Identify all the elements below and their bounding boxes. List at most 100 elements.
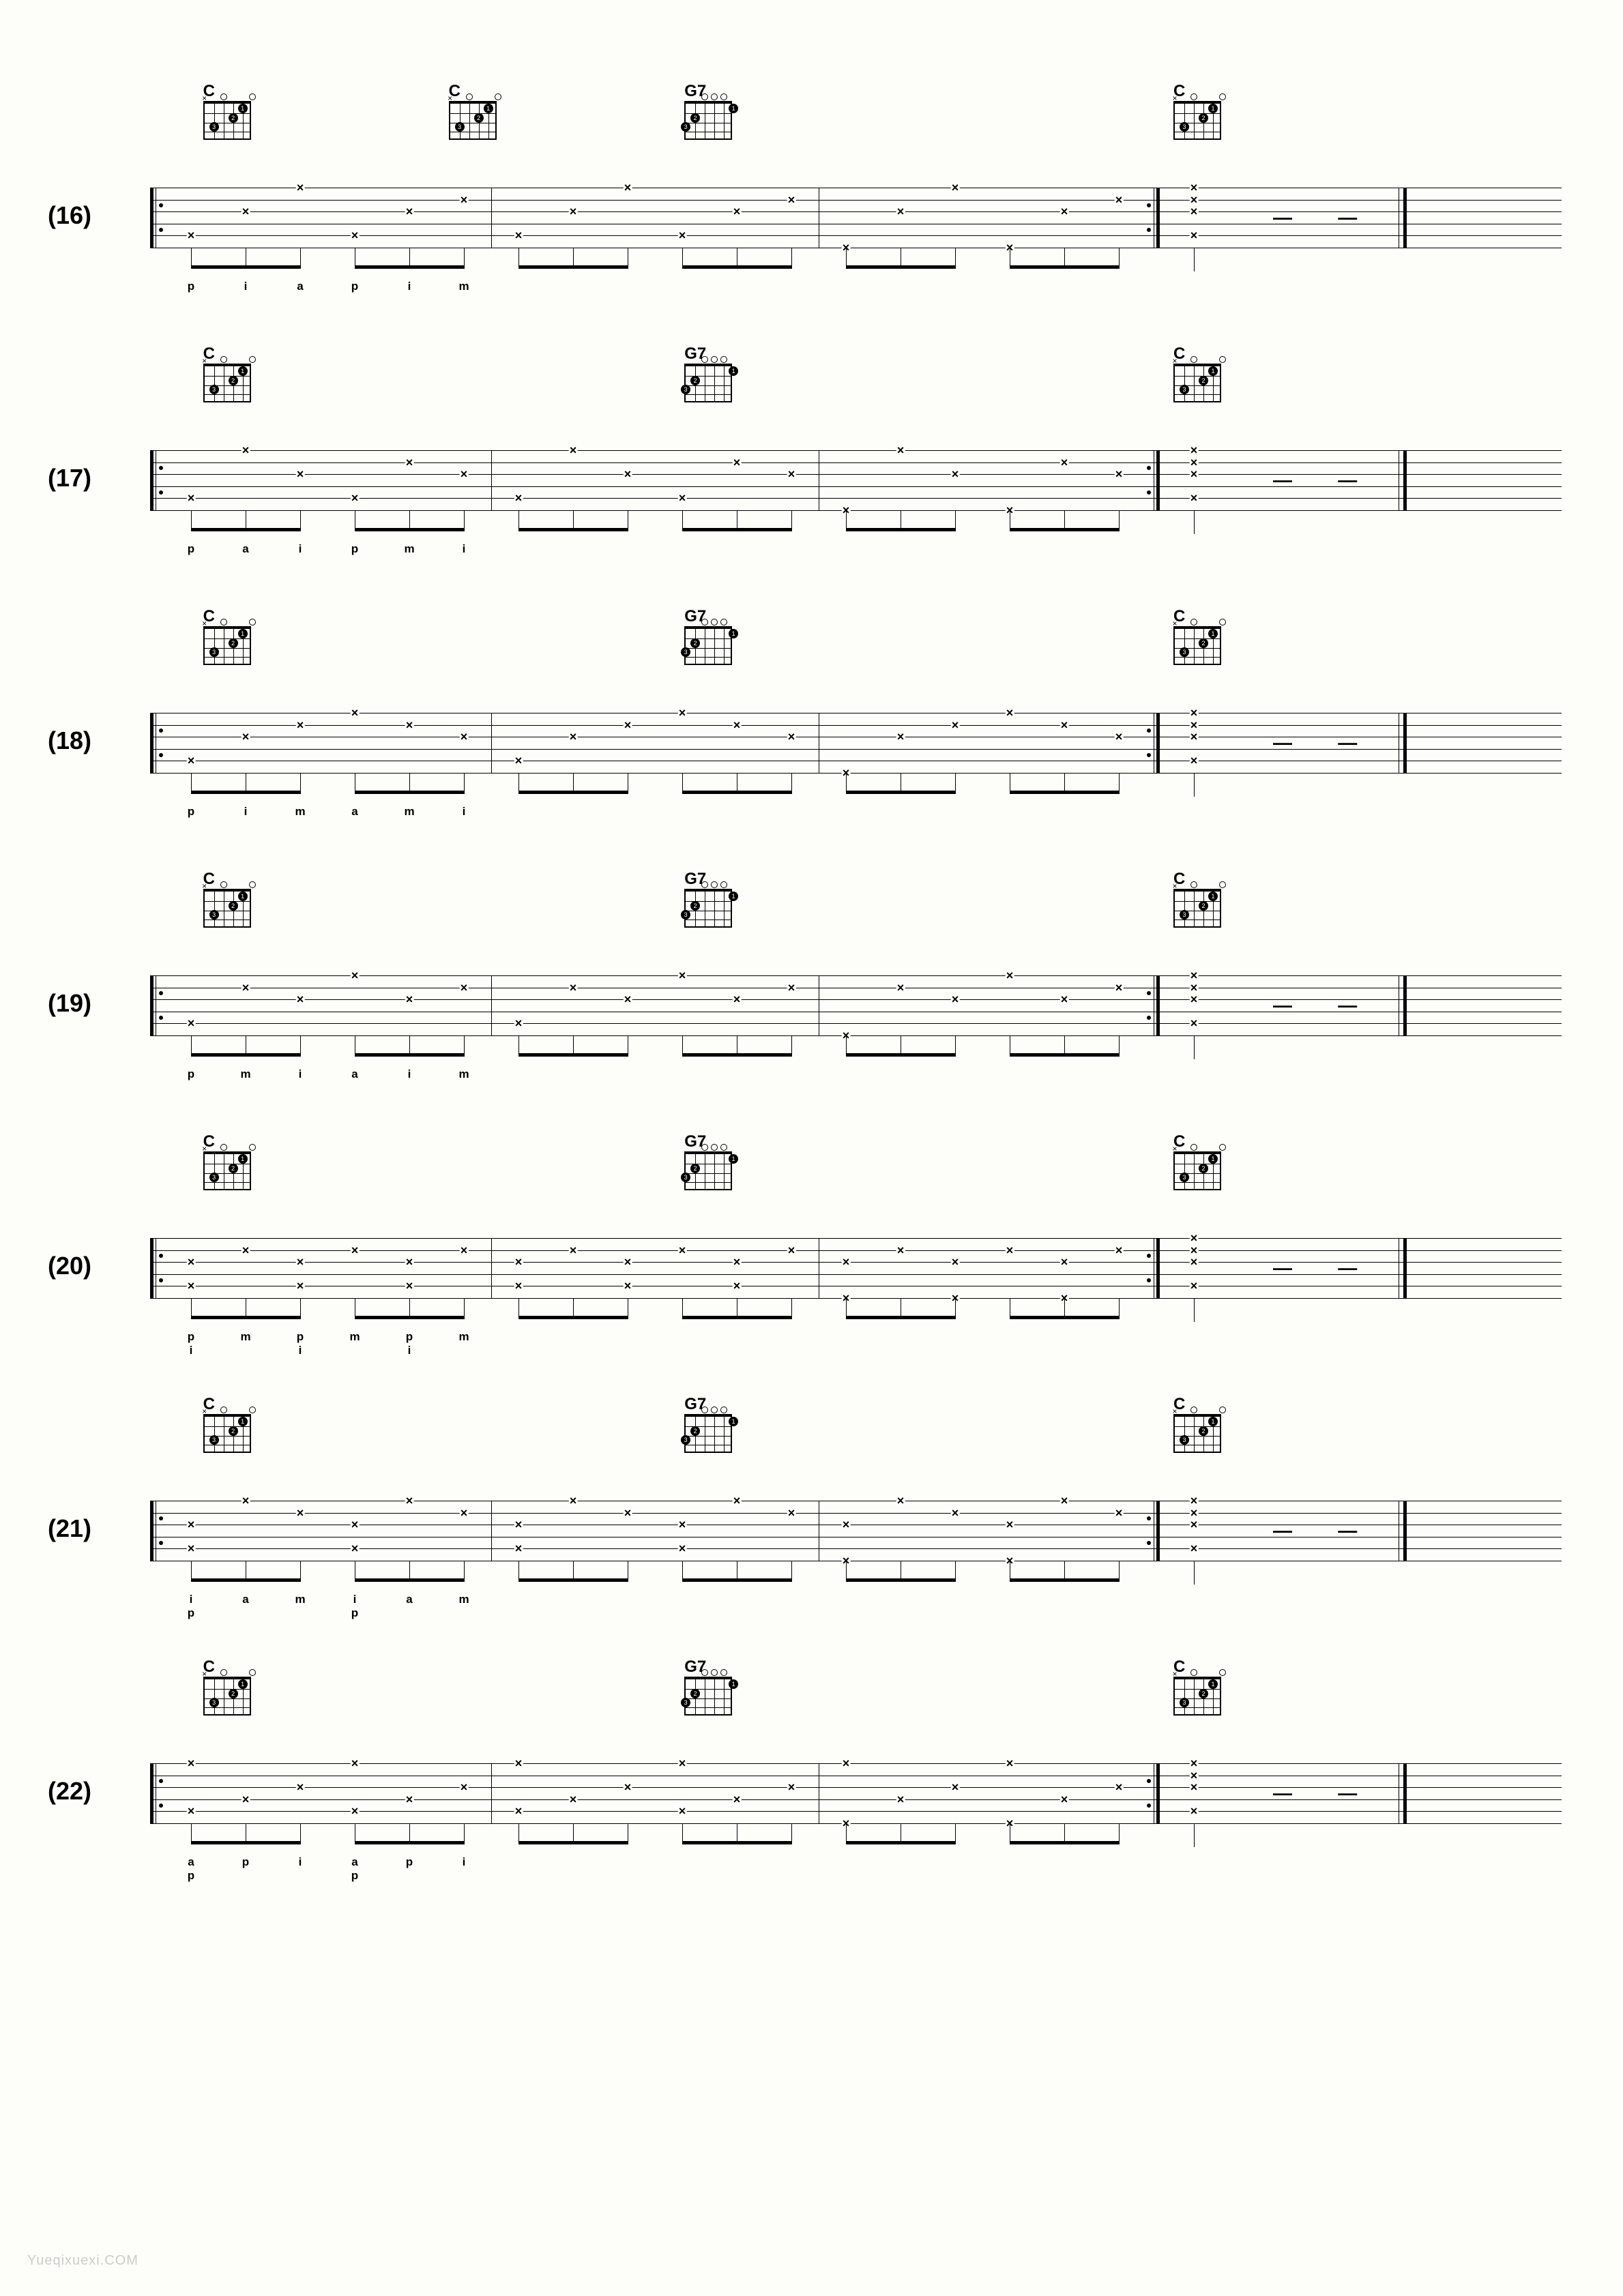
tab-note: × <box>242 1246 250 1254</box>
chord-diagram-c: C×321 <box>203 607 258 665</box>
tab-note: × <box>569 446 578 454</box>
tab-note: × <box>514 1807 523 1815</box>
chord-diagram-c: C×321 <box>203 1658 258 1716</box>
fingering-label: p <box>351 542 358 556</box>
tab-note: × <box>1006 1246 1014 1254</box>
fingering-label: a <box>351 805 357 819</box>
tab-note: × <box>514 756 523 765</box>
tab-note: × <box>296 721 305 729</box>
tab-note: × <box>1190 721 1199 729</box>
exercise-number: (19) <box>48 989 91 1018</box>
tab-note: × <box>1190 1497 1199 1505</box>
tab-note: × <box>896 446 905 454</box>
fingering-label: p <box>188 1068 194 1081</box>
fingering-label: i <box>408 1344 411 1357</box>
fingering-label: i <box>408 280 411 293</box>
tab-note: × <box>187 1759 196 1767</box>
tab-note: × <box>1190 709 1199 717</box>
tab-note: × <box>1190 1759 1199 1767</box>
tab-note: × <box>951 470 960 478</box>
tab-note: × <box>1190 1282 1199 1290</box>
tab-staff: ××××××××××××××××××××××——pmiaim <box>150 975 1562 1035</box>
fingering-label: i <box>463 1855 466 1869</box>
tab-note: × <box>1060 1795 1069 1804</box>
tab-note: × <box>351 709 360 717</box>
tab-note: × <box>1060 458 1069 467</box>
fingering-label: m <box>349 1330 360 1344</box>
tab-note: × <box>733 1282 742 1290</box>
tab-note: × <box>405 207 414 216</box>
tab-note: × <box>1115 196 1124 204</box>
tab-note: × <box>1115 1783 1124 1791</box>
final-barline-icon <box>1399 1238 1407 1298</box>
tab-note: × <box>1006 1520 1014 1529</box>
fingering-label: a <box>242 1593 248 1606</box>
exercise-row: (19)××××××××××××××××××××××——pmiaimC×321G… <box>68 911 1555 1074</box>
tab-staff: ××××××××××××××××××××××——paipmi <box>150 450 1562 510</box>
exercise-number: (18) <box>48 726 91 755</box>
fingering-label: a <box>351 1068 357 1081</box>
chord-diagram-g7: G7321 <box>684 344 739 402</box>
tab-note: × <box>460 984 469 992</box>
tab-note: × <box>242 733 250 741</box>
tab-note: × <box>787 1246 796 1254</box>
tab-note: × <box>1190 1520 1199 1529</box>
tab-note: × <box>514 1282 523 1290</box>
tab-note: × <box>951 1509 960 1517</box>
chord-diagram-c: C×321 <box>203 344 258 402</box>
repeat-end-icon <box>1146 450 1160 510</box>
tab-note: × <box>296 1509 305 1517</box>
tab-staff: ××××××××××××××××××××××——pimami <box>150 713 1562 773</box>
fingering-label: i <box>299 1068 302 1081</box>
tab-note: × <box>1190 1234 1199 1242</box>
tab-note: × <box>296 470 305 478</box>
tab-note: × <box>187 1520 196 1529</box>
tab-note: × <box>678 1544 687 1552</box>
tab-note: × <box>1190 1509 1199 1517</box>
tab-note: × <box>896 1246 905 1254</box>
fingering-label: m <box>295 1593 305 1606</box>
tab-note: × <box>678 1520 687 1529</box>
chord-diagram-c: C×321 <box>1173 344 1228 402</box>
tab-note: × <box>296 1282 305 1290</box>
tab-note: × <box>514 1258 523 1266</box>
chord-grid: ×321 <box>203 628 251 665</box>
tab-note: × <box>624 1509 632 1517</box>
tab-note: × <box>842 1759 851 1767</box>
fingering-label: m <box>240 1330 250 1344</box>
tab-note: × <box>296 995 305 1003</box>
tab-note: × <box>187 1807 196 1815</box>
tab-note: × <box>187 1258 196 1266</box>
rest-mark: — <box>1338 995 1357 1016</box>
exercise-number: (22) <box>48 1777 91 1806</box>
repeat-end-icon <box>1146 1763 1160 1823</box>
fingering-label: i <box>299 1344 302 1357</box>
tab-note: × <box>1190 971 1199 980</box>
chord-grid: 321 <box>684 1153 732 1190</box>
tab-note: × <box>1006 709 1014 717</box>
tab-staff: ××××××××××××××××××××××××××××——ipamipam <box>150 1501 1562 1561</box>
fingering-label: p <box>406 1330 413 1344</box>
tab-note: × <box>1060 995 1069 1003</box>
fingering-label: p <box>351 1606 358 1620</box>
tab-note: × <box>405 1282 414 1290</box>
chord-diagram-c: C×321 <box>449 82 503 140</box>
tab-note: × <box>405 995 414 1003</box>
fingering-label: i <box>244 805 248 819</box>
tab-note: × <box>569 1497 578 1505</box>
final-barline-icon <box>1399 975 1407 1035</box>
exercise-number: (20) <box>48 1252 91 1280</box>
tab-note: × <box>569 733 578 741</box>
rest-mark: — <box>1273 1520 1292 1542</box>
tab-note: × <box>1190 1771 1199 1780</box>
tab-note: × <box>405 1497 414 1505</box>
chord-diagram-g7: G7321 <box>684 1132 739 1190</box>
tab-note: × <box>1115 733 1124 741</box>
chord-diagram-c: C×321 <box>203 1395 258 1453</box>
chord-diagram-g7: G7321 <box>684 1395 739 1453</box>
tab-note: × <box>514 494 523 502</box>
fingering-label: i <box>408 1068 411 1081</box>
tab-note: × <box>787 196 796 204</box>
chord-grid: 321 <box>684 102 732 140</box>
fingering-label: i <box>299 542 302 556</box>
